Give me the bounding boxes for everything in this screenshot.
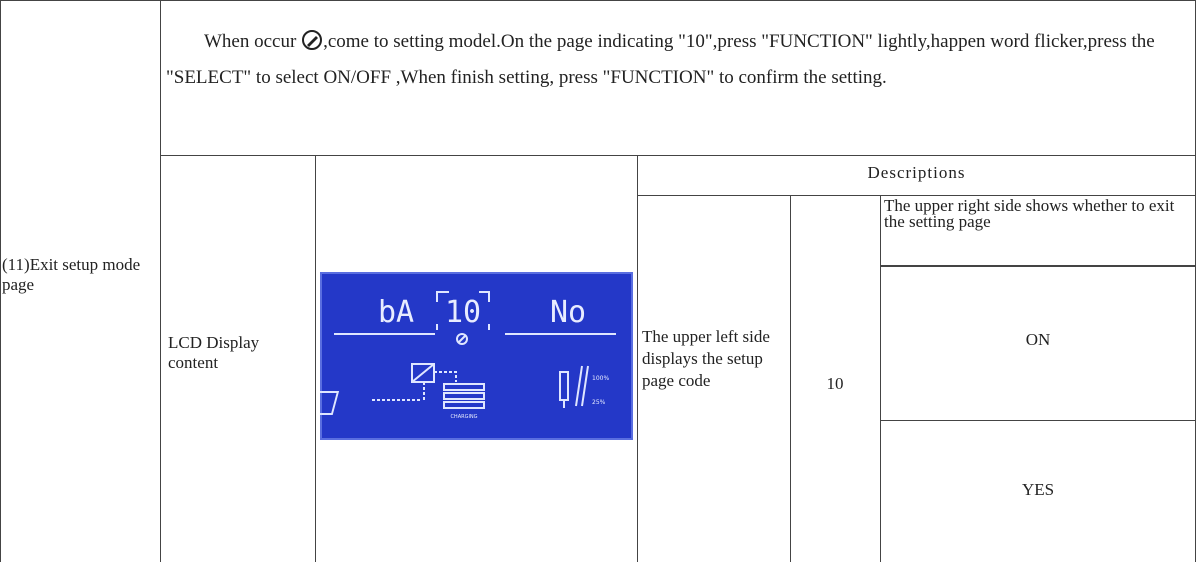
border — [880, 195, 881, 562]
border — [160, 0, 161, 562]
border — [0, 0, 1, 562]
border — [880, 265, 1196, 267]
instruction-text: When occur — [204, 31, 297, 52]
lcd-left: bA — [378, 295, 414, 330]
option: ON — [1025, 330, 1051, 349]
border — [0, 0, 1196, 1]
border — [637, 155, 638, 562]
page-code: 10 — [826, 374, 844, 393]
lcd-right: No — [550, 295, 586, 330]
border — [637, 195, 1196, 196]
lcd-label: LCD Display content — [168, 333, 260, 372]
right-desc: The upper right side shows whether to ex… — [884, 196, 1175, 231]
lcd-level-high: 100% — [592, 375, 609, 382]
lcd-display: bA 10 No 100% 25% CHARGING — [320, 272, 633, 440]
border — [880, 420, 1196, 421]
border — [315, 155, 316, 562]
border — [790, 195, 791, 562]
setup-icon — [302, 30, 323, 50]
instruction-text: ,come to setting model.On the page indic… — [166, 31, 1155, 88]
lcd-code: 10 — [445, 295, 481, 330]
border — [160, 155, 1196, 156]
lcd-status: CHARGING — [450, 414, 477, 420]
header: Descriptions — [867, 163, 966, 182]
instruction: When occur ,come to setting model.On the… — [166, 24, 1190, 96]
lcd-level-low: 25% — [592, 399, 606, 406]
row-label: (11)Exit setup mode page — [2, 255, 141, 294]
option: YES — [1021, 480, 1055, 499]
left-desc: The upper left side displays the setup p… — [642, 327, 770, 390]
